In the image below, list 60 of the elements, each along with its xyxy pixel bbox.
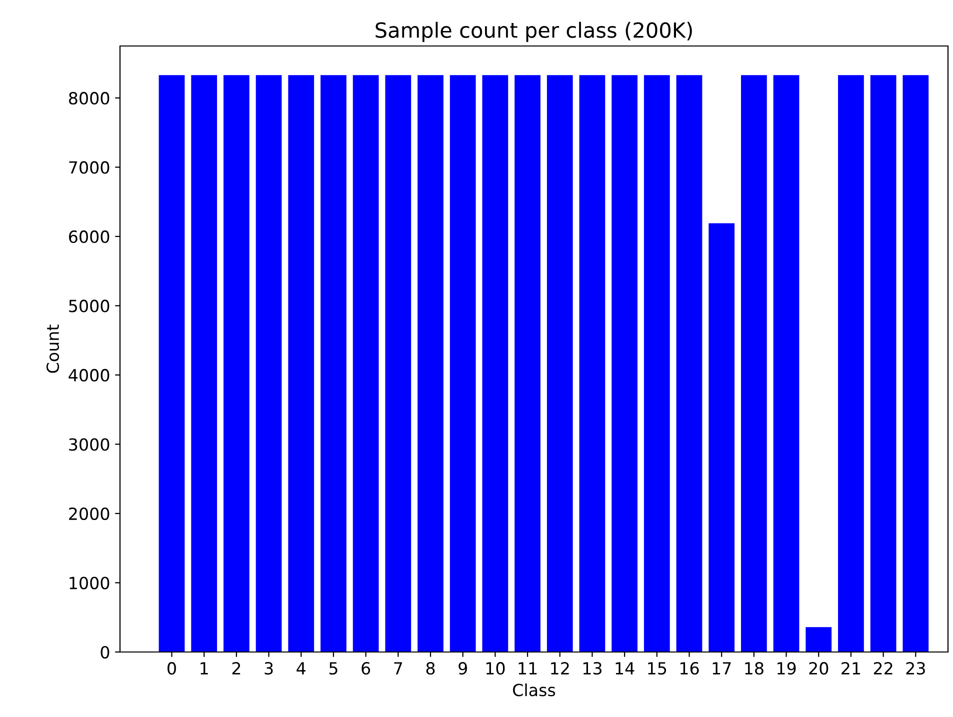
bar xyxy=(773,75,800,652)
x-tick-label: 4 xyxy=(296,662,306,674)
bar xyxy=(741,75,767,652)
x-tick-label: 5 xyxy=(329,662,338,675)
y-axis-title: Count xyxy=(46,324,60,373)
chart-title: Sample count per class (200K) xyxy=(376,22,692,42)
bar xyxy=(224,75,250,652)
y-tick-label: 3000 xyxy=(69,438,110,451)
y-tick-label: 6000 xyxy=(69,230,110,244)
y-tick-label: 0 xyxy=(100,646,110,659)
x-tick-label: 11 xyxy=(518,662,537,674)
x-tick-label: 1 xyxy=(200,662,208,674)
x-tick-label: 19 xyxy=(778,662,796,675)
bar xyxy=(708,223,735,652)
y-tick-label: 1000 xyxy=(70,576,110,590)
x-tick-label: 10 xyxy=(486,662,505,675)
bar xyxy=(870,75,896,652)
bar xyxy=(385,75,412,652)
x-tick-label: 20 xyxy=(809,662,828,675)
x-tick-label: 15 xyxy=(648,662,666,675)
bar xyxy=(320,75,346,652)
y-tick-label: 7000 xyxy=(69,161,110,174)
x-tick-label: 7 xyxy=(394,662,402,674)
x-tick-label: 13 xyxy=(583,662,602,675)
x-tick-label: 8 xyxy=(426,662,435,675)
x-tick-label: 0 xyxy=(168,662,176,675)
y-tick-label: 8000 xyxy=(68,92,110,105)
bar xyxy=(579,75,606,652)
bar xyxy=(450,75,476,652)
x-tick-label: 12 xyxy=(551,662,569,674)
bar xyxy=(806,627,832,652)
bar xyxy=(482,75,508,652)
bar xyxy=(288,75,314,652)
y-tick-label: 5000 xyxy=(69,300,110,312)
x-tick-label: 23 xyxy=(906,662,925,675)
x-tick-label: 17 xyxy=(712,662,731,674)
x-tick-label: 9 xyxy=(458,662,467,675)
bar xyxy=(191,75,218,652)
y-tick-label: 4000 xyxy=(68,368,110,382)
bar xyxy=(546,75,573,652)
x-tick-label: 18 xyxy=(745,662,764,675)
y-tick-label: 2000 xyxy=(69,507,110,520)
x-tick-label: 21 xyxy=(842,662,860,674)
bar xyxy=(418,75,444,652)
bar xyxy=(256,75,282,652)
bar xyxy=(644,75,670,652)
x-tick-label: 22 xyxy=(874,662,892,674)
x-tick-label: 6 xyxy=(362,662,370,675)
x-tick-label: 3 xyxy=(264,662,273,675)
x-tick-label: 14 xyxy=(616,662,634,674)
bar xyxy=(676,75,702,652)
x-tick-label: 16 xyxy=(680,662,699,675)
bar xyxy=(838,75,864,652)
bar xyxy=(612,75,638,652)
bar xyxy=(902,75,929,652)
bar xyxy=(352,75,379,652)
bar xyxy=(158,75,185,652)
x-tick-label: 2 xyxy=(232,662,240,674)
x-axis-title: Class xyxy=(513,683,556,696)
bar xyxy=(514,75,540,652)
